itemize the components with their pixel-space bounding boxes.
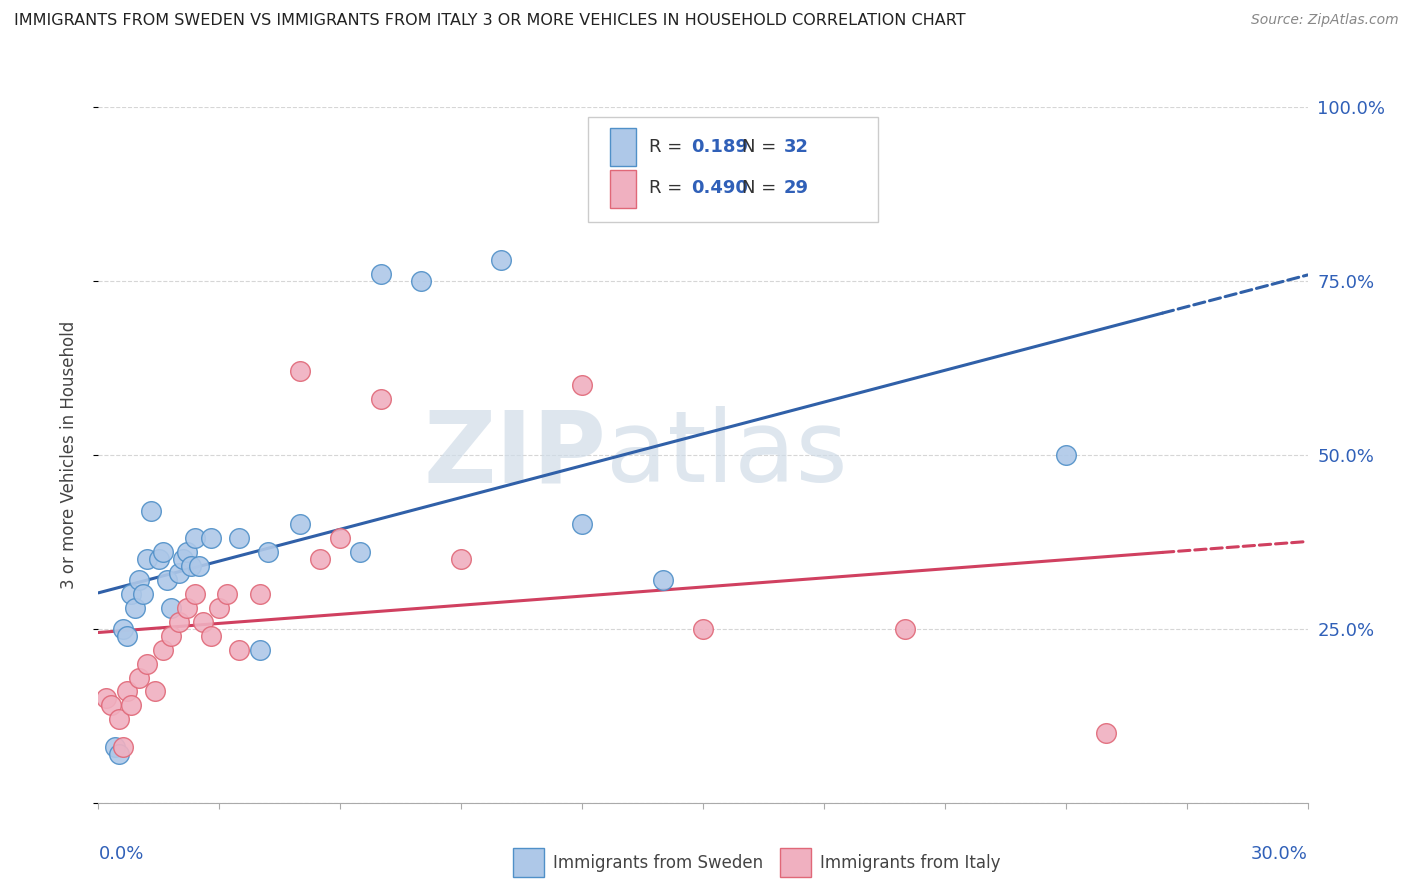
Point xyxy=(96,691,118,706)
Point xyxy=(160,629,183,643)
Text: 0.0%: 0.0% xyxy=(98,845,143,863)
Point xyxy=(651,573,673,587)
Point xyxy=(128,671,150,685)
Point xyxy=(450,552,472,566)
Point xyxy=(180,559,202,574)
Text: R =: R = xyxy=(648,137,688,156)
FancyBboxPatch shape xyxy=(588,118,879,222)
Point xyxy=(124,601,146,615)
Point xyxy=(167,566,190,581)
Point xyxy=(571,517,593,532)
Point xyxy=(200,532,222,546)
Point xyxy=(128,573,150,587)
Text: 32: 32 xyxy=(785,137,808,156)
Point xyxy=(120,698,142,713)
Point xyxy=(135,657,157,671)
Point xyxy=(167,615,190,629)
Point xyxy=(288,517,311,532)
Point xyxy=(309,552,332,566)
Point xyxy=(148,552,170,566)
FancyBboxPatch shape xyxy=(610,128,637,166)
Point xyxy=(228,532,250,546)
Point xyxy=(111,740,134,755)
Text: IMMIGRANTS FROM SWEDEN VS IMMIGRANTS FROM ITALY 3 OR MORE VEHICLES IN HOUSEHOLD : IMMIGRANTS FROM SWEDEN VS IMMIGRANTS FRO… xyxy=(14,13,966,29)
Point xyxy=(152,642,174,657)
Point xyxy=(115,684,138,698)
Point xyxy=(139,503,162,517)
Point xyxy=(249,587,271,601)
Point xyxy=(115,629,138,643)
Point xyxy=(184,532,207,546)
Point xyxy=(172,552,194,566)
Point xyxy=(188,559,211,574)
Point xyxy=(107,712,129,726)
Point xyxy=(111,622,134,636)
Point xyxy=(1054,448,1077,462)
Point xyxy=(893,622,915,636)
Point xyxy=(193,615,215,629)
Point xyxy=(256,545,278,559)
Point xyxy=(100,698,122,713)
Y-axis label: 3 or more Vehicles in Household: 3 or more Vehicles in Household xyxy=(59,321,77,589)
Point xyxy=(176,601,198,615)
Text: 29: 29 xyxy=(785,179,808,197)
Point xyxy=(176,545,198,559)
Point xyxy=(288,364,311,378)
Point xyxy=(135,552,157,566)
Point xyxy=(349,545,371,559)
Text: Immigrants from Sweden: Immigrants from Sweden xyxy=(553,854,762,871)
Point xyxy=(156,573,179,587)
Point xyxy=(217,587,239,601)
Point xyxy=(184,587,207,601)
Text: N =: N = xyxy=(742,137,782,156)
Text: N =: N = xyxy=(742,179,782,197)
Point xyxy=(107,747,129,761)
Point xyxy=(132,587,155,601)
Point xyxy=(160,601,183,615)
Point xyxy=(329,532,352,546)
Point xyxy=(208,601,231,615)
Point xyxy=(120,587,142,601)
FancyBboxPatch shape xyxy=(610,169,637,208)
Text: 0.490: 0.490 xyxy=(690,179,748,197)
Text: 30.0%: 30.0% xyxy=(1251,845,1308,863)
Point xyxy=(491,253,513,268)
Point xyxy=(409,274,432,288)
Text: 0.189: 0.189 xyxy=(690,137,748,156)
Text: R =: R = xyxy=(648,179,688,197)
Point xyxy=(200,629,222,643)
Text: atlas: atlas xyxy=(606,407,848,503)
Point xyxy=(1095,726,1118,740)
Point xyxy=(143,684,166,698)
Point xyxy=(370,267,392,281)
Point xyxy=(370,392,392,407)
Point xyxy=(249,642,271,657)
Text: Immigrants from Italy: Immigrants from Italy xyxy=(820,854,1000,871)
Point xyxy=(103,740,125,755)
Point xyxy=(571,378,593,392)
Point xyxy=(228,642,250,657)
Point xyxy=(692,622,714,636)
Point xyxy=(152,545,174,559)
Text: Source: ZipAtlas.com: Source: ZipAtlas.com xyxy=(1251,13,1399,28)
Text: ZIP: ZIP xyxy=(423,407,606,503)
